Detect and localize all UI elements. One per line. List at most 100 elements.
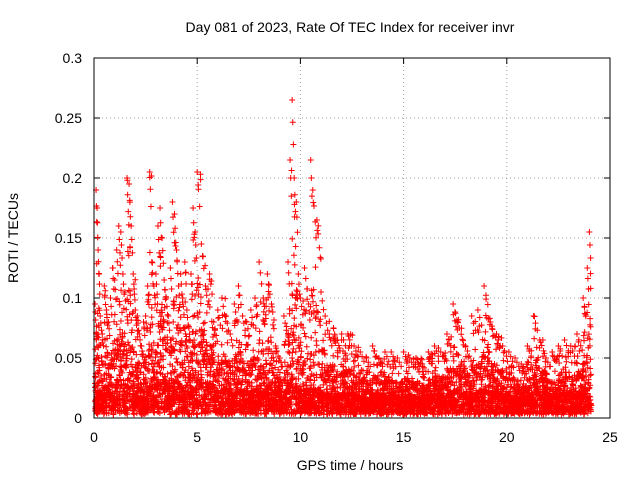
data-point: [123, 355, 130, 362]
data-point: [117, 385, 124, 392]
data-point: [127, 243, 134, 250]
data-point: [147, 203, 154, 210]
x-tick-labels: 0 5 10 15 20 25: [90, 429, 618, 445]
data-point: [291, 175, 298, 181]
data-point: [143, 327, 150, 334]
data-point: [99, 331, 106, 337]
data-point: [229, 342, 236, 349]
data-point: [116, 403, 123, 410]
data-point: [303, 343, 310, 350]
data-point: [285, 269, 292, 276]
data-point: [127, 213, 134, 220]
data-point: [113, 337, 120, 344]
x-tick-label: 15: [396, 429, 412, 445]
data-point: [165, 313, 172, 319]
data-point: [160, 260, 167, 267]
data-point: [177, 314, 184, 321]
data-point: [166, 406, 173, 413]
data-point: [142, 383, 149, 390]
data-point: [135, 374, 142, 381]
data-point: [261, 303, 268, 310]
data-point: [140, 390, 147, 397]
data-point: [141, 332, 148, 339]
data-point: [173, 247, 180, 253]
data-point: [126, 377, 133, 384]
y-tick-label: 0.3: [63, 50, 83, 66]
data-point: [97, 313, 104, 319]
data-point: [190, 205, 197, 211]
data-point: [113, 321, 120, 328]
data-point: [154, 291, 161, 298]
data-point: [107, 373, 114, 380]
data-point: [312, 315, 319, 322]
data-point: [150, 363, 157, 370]
data-point: [268, 301, 275, 307]
data-point: [124, 175, 131, 181]
data-point: [157, 349, 164, 356]
data-point: [432, 364, 439, 371]
x-tick-label: 20: [499, 429, 515, 445]
data-point: [269, 303, 276, 310]
data-point: [214, 307, 221, 313]
data-point: [130, 281, 137, 288]
data-point: [96, 307, 103, 314]
data-point: [104, 322, 111, 329]
data-point: [120, 281, 127, 288]
data-point: [330, 325, 337, 331]
data-point: [144, 367, 151, 374]
data-point: [292, 243, 299, 250]
data-point: [160, 352, 167, 359]
data-point: [188, 296, 195, 303]
data-point: [256, 259, 263, 265]
data-point: [127, 300, 134, 307]
data-point: [114, 258, 121, 265]
data-point: [163, 383, 170, 390]
data-point: [170, 319, 177, 326]
data-point: [140, 319, 147, 325]
data-point: [302, 275, 309, 282]
data-point: [220, 303, 227, 310]
data-point: [167, 275, 174, 282]
data-point: [207, 281, 214, 288]
data-point: [106, 325, 113, 332]
data-point: [119, 391, 126, 398]
data-point: [99, 378, 106, 385]
data-point: [308, 193, 315, 200]
data-point: [95, 334, 102, 341]
data-point: [157, 205, 164, 211]
data-point: [117, 249, 124, 256]
data-point: [127, 287, 134, 294]
data-point: [330, 352, 337, 359]
data-point: [270, 316, 277, 323]
data-point: [308, 334, 315, 341]
data-point: [169, 335, 176, 342]
data-point: [95, 355, 102, 362]
data-point: [119, 309, 126, 316]
data-point: [262, 357, 269, 364]
data-point: [148, 351, 155, 358]
data-point: [244, 325, 251, 332]
data-point: [94, 234, 101, 241]
data-point: [124, 191, 131, 198]
data-point: [121, 289, 128, 295]
data-point: [148, 360, 155, 367]
data-point: [170, 229, 177, 236]
data-point: [94, 205, 101, 211]
data-point: [196, 203, 203, 210]
data-point: [157, 263, 164, 270]
data-point: [289, 235, 296, 242]
data-point: [156, 410, 163, 417]
data-point: [110, 340, 117, 347]
data-point: [110, 411, 117, 418]
data-point: [177, 382, 184, 389]
data-point: [136, 331, 143, 337]
data-point: [203, 292, 210, 299]
data-point: [269, 321, 276, 328]
data-point: [151, 292, 158, 299]
data-point: [128, 317, 135, 324]
data-point: [314, 227, 321, 234]
data-point: [282, 320, 289, 327]
data-point: [202, 262, 209, 269]
data-point: [162, 296, 169, 303]
data-point: [269, 308, 276, 315]
